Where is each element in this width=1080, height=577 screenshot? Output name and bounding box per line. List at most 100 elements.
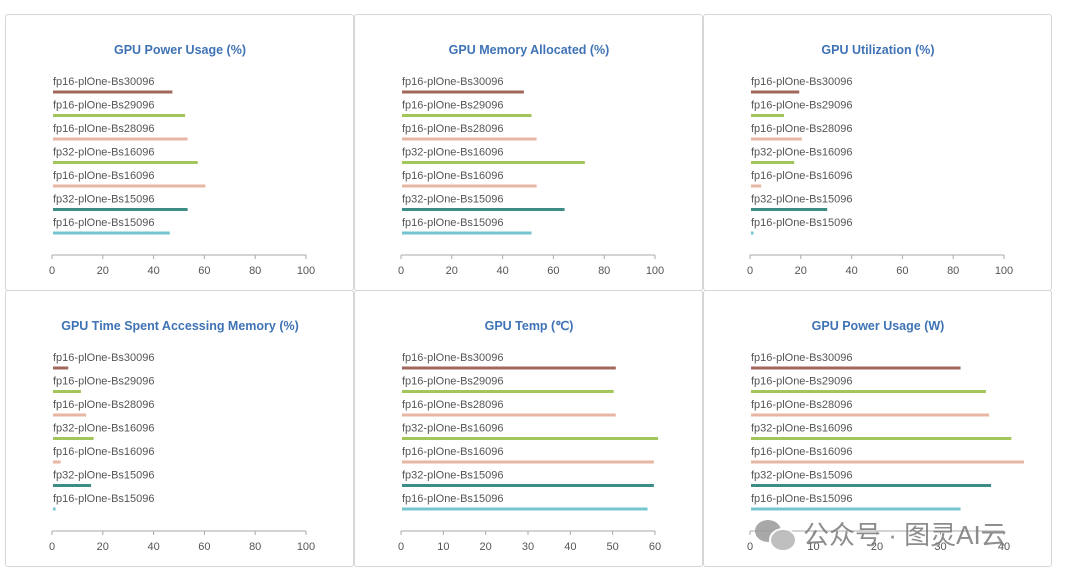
category-label: fp16-plOne-Bs29096 [402,376,504,388]
x-tick-label: 0 [49,541,55,553]
x-tick-label: 20 [795,265,807,277]
category-label: fp32-plOne-Bs15096 [751,470,853,482]
bar [751,137,802,141]
wechat-icon [755,518,797,552]
bar [402,184,537,188]
bar [751,114,785,117]
bar [53,90,173,94]
chart-gpu-power-watts: GPU Power Usage (W) fp16-plOne-Bs30096 fp1… [747,319,1025,553]
bar [402,208,565,211]
bar [53,366,69,370]
category-label: fp16-plOne-Bs16096 [53,446,155,458]
x-tick-label: 20 [97,265,109,277]
category-label: fp16-plOne-Bs30096 [751,352,853,364]
category-label: fp16-plOne-Bs29096 [751,376,853,388]
bar [402,366,616,370]
x-tick-label: 60 [198,541,210,553]
x-tick-label: 100 [297,541,315,553]
x-tick-label: 80 [947,265,959,277]
bar [53,413,87,417]
bar [402,114,532,117]
bar [402,484,654,487]
bar [751,390,986,393]
chart-title: GPU Power Usage (%) [114,43,246,57]
chart-gpu-temp: GPU Temp (℃) fp16-plOne-Bs30096 fp16-plOne… [398,319,661,553]
bar [53,161,198,164]
category-label: fp32-plOne-Bs16096 [402,423,504,435]
chart-title: GPU Memory Allocated (%) [449,43,610,57]
x-tick-label: 100 [995,265,1013,277]
bar [402,231,532,235]
bar [53,184,206,188]
category-label: fp32-plOne-Bs16096 [751,423,853,435]
category-label: fp32-plOne-Bs15096 [53,470,155,482]
chart-title: GPU Time Spent Accessing Memory (%) [61,319,299,333]
bar [402,413,616,417]
x-tick-label: 20 [97,541,109,553]
category-label: fp16-plOne-Bs28096 [53,399,155,411]
x-tick-label: 10 [807,541,819,553]
category-label: fp16-plOne-Bs16096 [402,446,504,458]
x-tick-label: 30 [934,541,946,553]
x-tick-label: 40 [496,265,508,277]
category-label: fp16-plOne-Bs28096 [751,123,853,135]
bar [402,460,654,464]
bar [751,208,828,211]
x-tick-label: 60 [198,265,210,277]
x-tick-label: 50 [607,541,619,553]
chart-title: GPU Power Usage (W) [812,319,945,333]
bar [53,507,56,511]
x-tick-label: 0 [398,541,404,553]
chart-panel-gpu-memory-allocated: GPU Memory Allocated (%) fp16-plOne-Bs300… [354,14,703,291]
x-tick-label: 80 [598,265,610,277]
x-tick-label: 40 [147,265,159,277]
x-tick-label: 40 [998,541,1010,553]
x-tick-label: 20 [480,541,492,553]
x-tick-label: 20 [871,541,883,553]
bar [402,90,524,94]
bar [751,231,754,235]
bar [53,231,170,235]
category-label: fp32-plOne-Bs15096 [402,470,504,482]
x-tick-label: 60 [896,265,908,277]
chart-title: GPU Utilization (%) [821,43,934,57]
x-tick-label: 30 [522,541,534,553]
x-tick-label: 20 [446,265,458,277]
category-label: fp16-plOne-Bs29096 [53,100,155,112]
category-label: fp32-plOne-Bs15096 [402,194,504,206]
bar [751,413,990,417]
category-label: fp16-plOne-Bs15096 [53,493,155,505]
category-label: fp16-plOne-Bs16096 [402,170,504,182]
x-tick-label: 0 [747,541,753,553]
x-tick-label: 40 [845,265,857,277]
category-label: fp16-plOne-Bs15096 [402,217,504,229]
category-label: fp16-plOne-Bs30096 [402,352,504,364]
category-label: fp32-plOne-Bs15096 [751,194,853,206]
category-label: fp16-plOne-Bs15096 [53,217,155,229]
bar [751,90,800,94]
x-tick-label: 60 [547,265,559,277]
category-label: fp16-plOne-Bs15096 [402,493,504,505]
bar [53,208,188,211]
x-tick-label: 0 [398,265,404,277]
x-tick-label: 60 [649,541,661,553]
bar [53,484,92,487]
bar [53,390,81,393]
bar [53,137,188,141]
bar [751,507,961,511]
chart-gpu-time-accessing-memory: GPU Time Spent Accessing Memory (%) fp16-… [49,319,315,553]
category-label: fp16-plOne-Bs29096 [53,376,155,388]
category-label: fp16-plOne-Bs15096 [751,217,853,229]
bar [402,137,537,141]
category-label: fp16-plOne-Bs28096 [402,123,504,135]
bar [751,437,1012,440]
x-tick-label: 80 [249,265,261,277]
category-label: fp16-plOne-Bs30096 [53,352,155,364]
watermark-text: 公众号 · 图灵AI云 [803,520,1007,550]
category-label: fp16-plOne-Bs28096 [751,399,853,411]
chart-panel-gpu-time-accessing-memory: GPU Time Spent Accessing Memory (%) fp16-… [5,290,354,567]
x-tick-label: 40 [564,541,576,553]
bar [402,507,648,511]
x-tick-label: 100 [646,265,664,277]
chart-panel-gpu-utilization: GPU Utilization (%) fp16-plOne-Bs30096 fp1… [703,14,1052,291]
